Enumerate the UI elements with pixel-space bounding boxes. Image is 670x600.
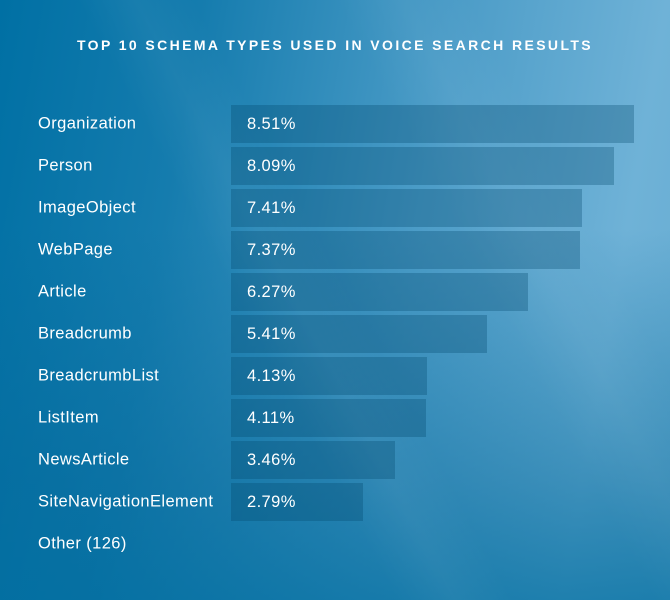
bar: 3.46% [231,441,395,479]
bar: 4.13% [231,357,427,395]
bar-value-label: 8.51% [247,114,296,133]
category-label: Breadcrumb [38,324,132,343]
category-label: Article [38,282,87,301]
bar-chart: Organization 8.51% Person 8.09% ImageObject 7… [0,105,670,567]
bar-value-label: 6.27% [247,282,296,301]
category-label: NewsArticle [38,450,130,469]
bar: 4.11% [231,399,426,437]
bar: 2.79% [231,483,363,521]
chart-row: Article 6.27% [0,273,670,311]
category-label: ImageObject [38,198,136,217]
bar: 7.37% [231,231,580,269]
bar-value-label: 8.09% [247,156,296,175]
bar: 6.27% [231,273,528,311]
category-label: Person [38,156,93,175]
bar: 8.51% [231,105,634,143]
bar-value-label: 3.46% [247,450,296,469]
chart-row: Organization 8.51% [0,105,670,143]
chart-row: WebPage 7.37% [0,231,670,269]
chart-row: Other (126) [0,525,670,563]
category-label: WebPage [38,240,113,259]
category-label: Other (126) [38,534,127,553]
chart-row: BreadcrumbList 4.13% [0,357,670,395]
category-label: SiteNavigationElement [38,492,214,511]
bar: 7.41% [231,189,582,227]
bar-value-label: 7.37% [247,240,296,259]
chart-row: Breadcrumb 5.41% [0,315,670,353]
bar: 8.09% [231,147,614,185]
category-label: ListItem [38,408,99,427]
chart-row: ImageObject 7.41% [0,189,670,227]
category-label: Organization [38,114,137,133]
bar-value-label: 5.41% [247,324,296,343]
chart-row: Person 8.09% [0,147,670,185]
bar-value-label: 7.41% [247,198,296,217]
category-label: BreadcrumbList [38,366,160,385]
chart-row: SiteNavigationElement 2.79% [0,483,670,521]
chart-title: TOP 10 SCHEMA TYPES USED IN VOICE SEARCH… [76,37,594,53]
bar: 5.41% [231,315,487,353]
bar-value-label: 2.79% [247,492,296,511]
bar-value-label: 4.11% [247,408,295,427]
chart-row: NewsArticle 3.46% [0,441,670,479]
chart-row: ListItem 4.11% [0,399,670,437]
bar-value-label: 4.13% [247,366,296,385]
